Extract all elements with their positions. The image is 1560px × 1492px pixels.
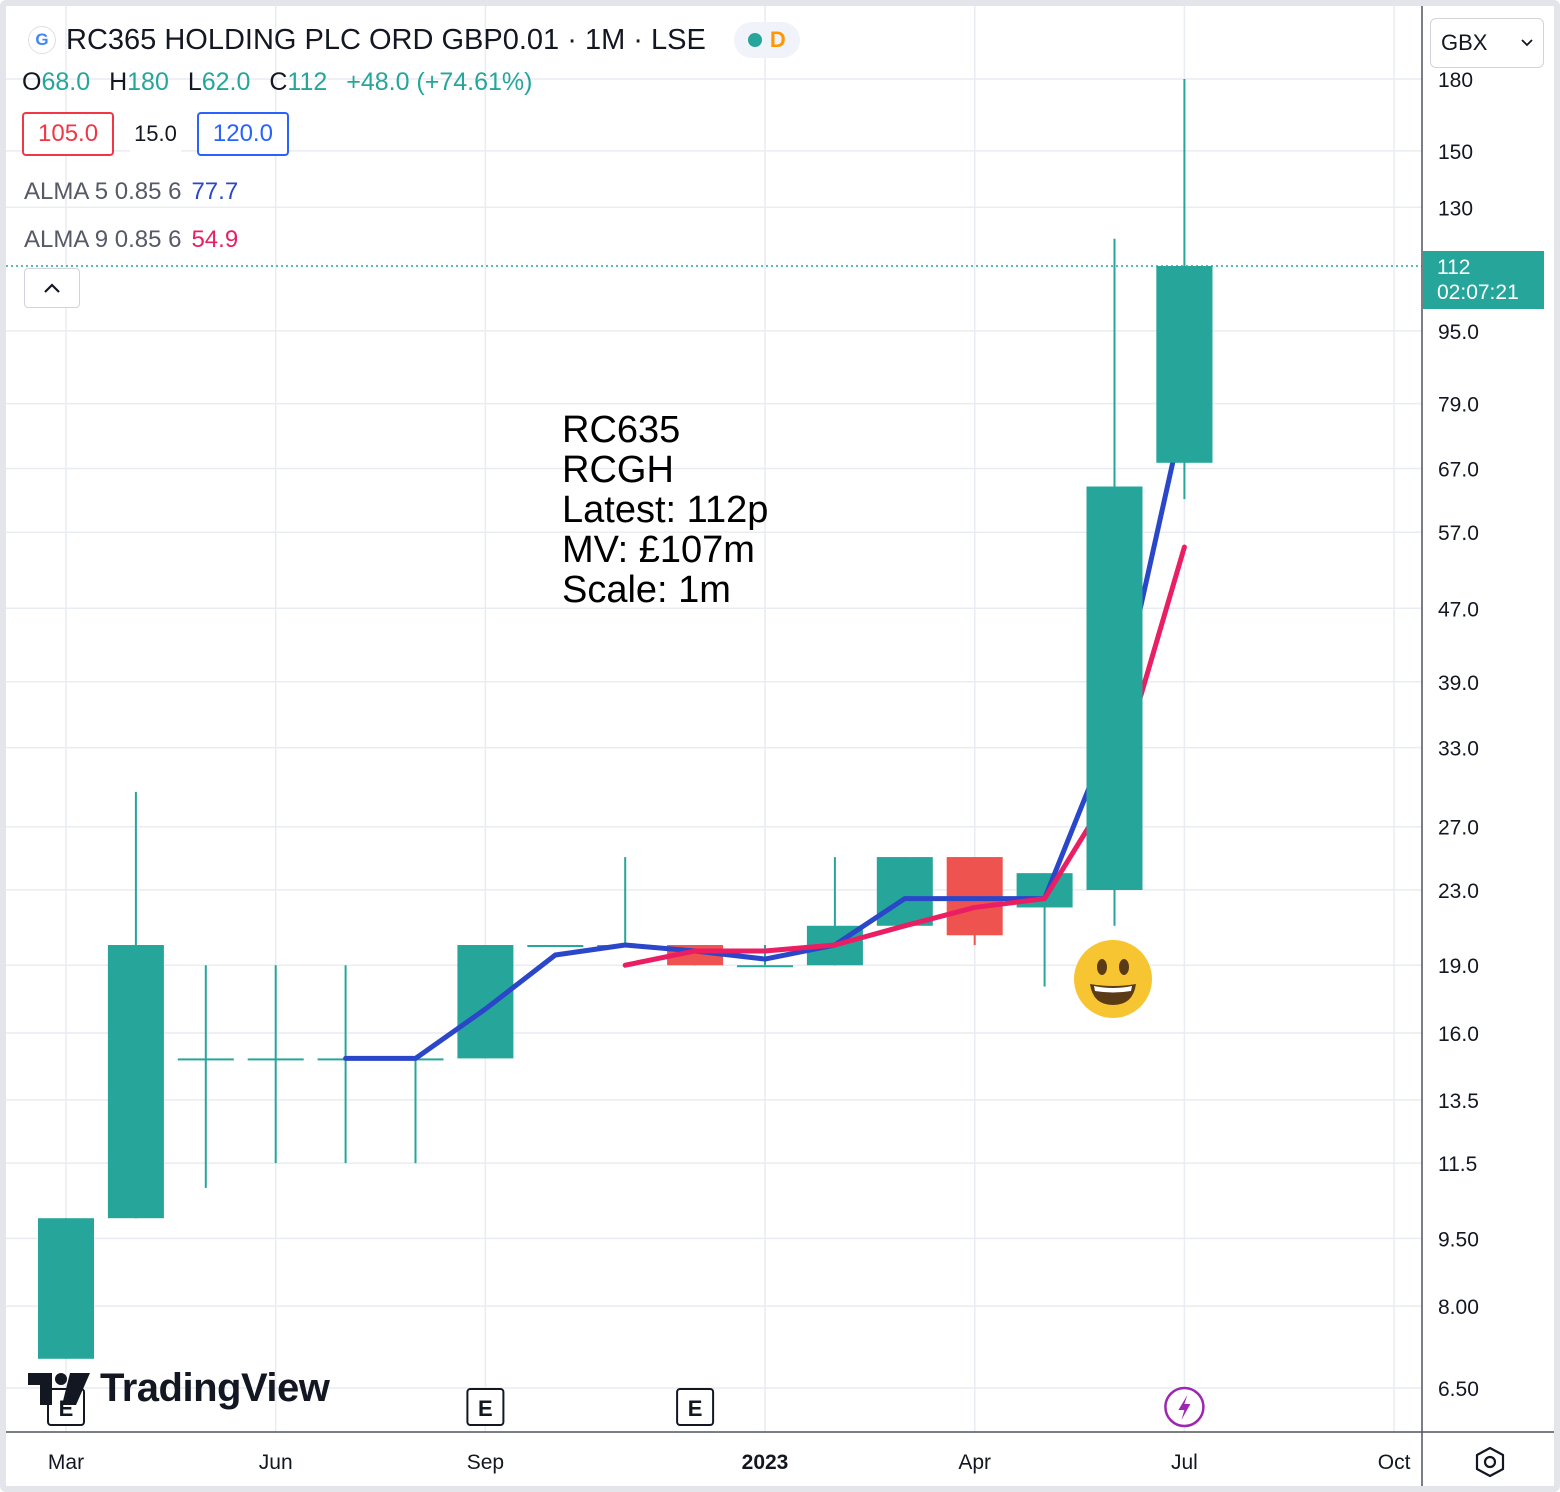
y-tick-label: 95.0 <box>1438 321 1479 344</box>
y-tick-label: 8.00 <box>1438 1296 1479 1319</box>
open-label: O <box>22 68 42 96</box>
lightning-icon <box>1178 1395 1191 1420</box>
alma5-label: ALMA 5 0.85 6 <box>24 178 182 205</box>
x-tick-label: Oct <box>1378 1451 1411 1474</box>
y-tick-label: 47.0 <box>1438 598 1479 621</box>
close-label: C <box>269 68 288 96</box>
y-tick-label: 33.0 <box>1438 738 1479 761</box>
candle-body <box>1156 266 1213 463</box>
y-tick-label: 67.0 <box>1438 459 1479 482</box>
last-price-value: 112 <box>1437 256 1471 279</box>
market-status-pill[interactable]: D <box>733 22 800 58</box>
symbol-header: G RC365 HOLDING PLC ORD GBP0.01 · 1M · L… <box>28 22 800 58</box>
alma5-legend[interactable]: ALMA 5 0.85 6 77.7 <box>24 178 238 206</box>
x-tick-label: Mar <box>48 1451 84 1474</box>
buy-price-button[interactable]: 120.0 <box>196 112 289 156</box>
earnings-marker <box>466 1388 505 1426</box>
moving-averages <box>343 266 1213 1061</box>
smiley-face-icon[interactable] <box>1073 939 1153 1019</box>
y-tick-label: 9.50 <box>1438 1228 1479 1251</box>
axes: 180 150 130 95.0 79.0 67.0 57.0 47.0 39.0 33.0 27.… <box>6 6 1554 1486</box>
chevron-down-icon <box>1521 39 1533 47</box>
note-line: MV: £107m <box>562 529 755 571</box>
high-label: H <box>109 68 128 96</box>
x-tick-label: Jun <box>259 1451 293 1474</box>
x-tick-label: Jul <box>1171 1451 1198 1474</box>
y-tick-label: 150 <box>1438 141 1473 164</box>
earnings-marker-label: E <box>478 1396 493 1421</box>
y-tick-label: 79.0 <box>1438 394 1479 417</box>
x-tick-label: Sep <box>467 1451 504 1474</box>
bar-countdown: 02:07:21 <box>1437 281 1519 304</box>
y-tick-label: 39.0 <box>1438 672 1479 695</box>
alma9-value: 54.9 <box>191 226 239 253</box>
candle-body <box>247 1058 304 1061</box>
market-open-dot-icon <box>747 33 762 47</box>
high-value: 180 <box>127 68 169 96</box>
sell-price-button[interactable]: 105.0 <box>22 112 115 156</box>
candle-body <box>457 945 514 1059</box>
alma9-legend[interactable]: ALMA 9 0.85 6 54.9 <box>24 226 238 254</box>
spread-value: 15.0 <box>130 112 181 156</box>
chart-grid <box>6 6 1422 1432</box>
candle-body <box>107 945 164 1219</box>
alma9-label: ALMA 9 0.85 6 <box>24 226 182 253</box>
currency-value: GBX <box>1441 30 1488 55</box>
tradingview-wordmark: TradingView <box>100 1366 330 1410</box>
candle-body <box>876 857 933 926</box>
settings-icon[interactable] <box>1470 1442 1510 1482</box>
y-tick-label: 11.5 <box>1438 1153 1477 1176</box>
y-tick-label: 23.0 <box>1438 880 1479 903</box>
y-tick-label: 13.5 <box>1438 1090 1479 1113</box>
x-tick-label: Apr <box>958 1451 991 1474</box>
exchange-logo: G <box>28 26 56 54</box>
text-annotation[interactable]: RC635 RCGH Latest: 112p MV: £107m Scale:… <box>562 410 768 610</box>
earnings-marker-label: E <box>688 1396 703 1421</box>
note-line: RCGH <box>562 449 674 491</box>
y-tick-label: 6.50 <box>1438 1378 1479 1401</box>
candles <box>38 79 1213 1359</box>
low-label: L <box>187 68 202 96</box>
open-value: 68.0 <box>41 68 91 96</box>
candle-body <box>38 1218 94 1359</box>
currency-select[interactable]: GBX <box>1430 18 1544 68</box>
candle-body <box>527 945 584 948</box>
tradingview-mark-icon <box>28 1372 90 1405</box>
y-tick-label: 27.0 <box>1438 817 1479 840</box>
note-line: RC635 <box>562 409 681 451</box>
note-line: Scale: 1m <box>562 569 731 611</box>
candle-body <box>1086 486 1143 890</box>
chevron-up-icon <box>44 283 60 293</box>
change-value: +48.0 (+74.61%) <box>346 68 533 96</box>
x-tick-label: 2023 <box>742 1451 789 1474</box>
y-tick-label: 130 <box>1438 197 1473 220</box>
delayed-data-badge: D <box>769 27 786 52</box>
y-tick-label: 57.0 <box>1438 522 1479 545</box>
alma5-value: 77.7 <box>191 178 239 205</box>
y-tick-label: 180 <box>1438 69 1473 92</box>
candle-body <box>737 965 793 968</box>
close-value: 112 <box>287 68 328 96</box>
collapse-legend-button[interactable] <box>24 268 80 308</box>
earnings-marker <box>676 1388 715 1426</box>
last-price-label: 112 02:07:21 <box>1423 251 1544 309</box>
y-tick-label: 16.0 <box>1438 1023 1479 1046</box>
tradingview-logo[interactable]: TradingView <box>28 1366 330 1411</box>
symbol-title[interactable]: RC365 HOLDING PLC ORD GBP0.01 · 1M · LSE <box>66 23 706 56</box>
ohlc-legend: O68.0 H180 L62.0 C112 +48.0 (+74.61%) <box>22 68 544 97</box>
candle-body <box>177 1058 234 1061</box>
trade-boxes: 105.0 15.0 120.0 <box>22 112 289 156</box>
y-tick-label: 19.0 <box>1438 955 1479 978</box>
note-line: Latest: 112p <box>562 489 769 531</box>
low-value: 62.0 <box>201 68 251 96</box>
